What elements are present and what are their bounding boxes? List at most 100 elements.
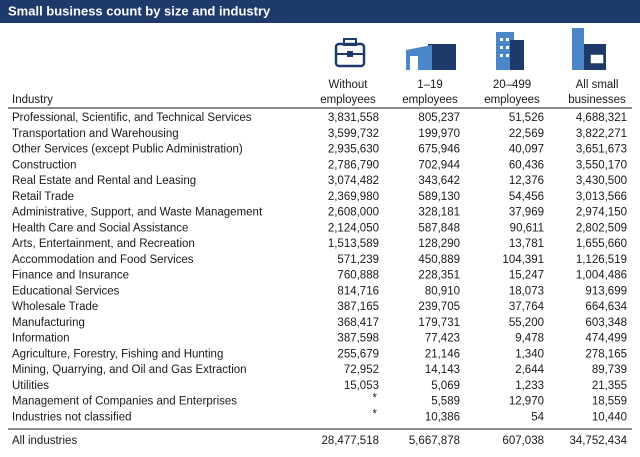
cell: 51,526 [509, 112, 544, 124]
cell: 2,644 [515, 364, 544, 376]
cell: 587,848 [418, 222, 460, 234]
cell: All industries [12, 435, 77, 447]
cell: 12,970 [509, 396, 544, 408]
cell: 3,599,732 [328, 128, 379, 140]
cell: Retail Trade [12, 191, 74, 203]
cell: 55,200 [509, 317, 544, 329]
column-header: Industry [12, 94, 53, 106]
cell: 54 [531, 411, 544, 423]
column-header: employees [402, 94, 458, 106]
cell: Educational Services [12, 285, 120, 297]
cell: 10,440 [592, 411, 627, 423]
cell: 37,764 [509, 301, 545, 313]
cell: 179,731 [418, 317, 460, 329]
cell: 2,974,150 [576, 207, 627, 219]
title: Small business count by size and industr… [8, 3, 271, 18]
cell: Industries not classified [12, 411, 132, 423]
cell: 54,456 [509, 191, 544, 203]
cell: 328,181 [418, 207, 460, 219]
cell: 128,290 [418, 238, 460, 250]
cell: 387,598 [337, 333, 379, 345]
cell: 5,589 [431, 396, 460, 408]
cell: * [373, 408, 378, 420]
cell: 14,143 [425, 364, 460, 376]
cell: 913,699 [585, 285, 627, 297]
cell: 278,165 [585, 348, 627, 360]
cell: 1,233 [515, 380, 544, 392]
cell: Manufacturing [12, 317, 85, 329]
icon-briefcase [334, 38, 366, 68]
cell: 2,124,050 [328, 222, 379, 234]
cell: Transportation and Warehousing [12, 128, 179, 140]
cell: 104,391 [502, 254, 544, 266]
column-header: employees [320, 94, 376, 106]
cell: 368,417 [337, 317, 379, 329]
cell: 474,499 [585, 333, 627, 345]
icon-shop [406, 44, 456, 70]
cell: 607,038 [502, 435, 544, 447]
cell: 28,477,518 [321, 435, 379, 447]
cell: 13,781 [509, 238, 544, 250]
column-header: 1–19 [417, 79, 443, 91]
cell: 60,436 [509, 159, 544, 171]
cell: 1,513,589 [328, 238, 379, 250]
cell: Arts, Entertainment, and Recreation [12, 238, 195, 250]
cell: 21,146 [425, 348, 460, 360]
cell: Professional, Scientific, and Technical … [12, 112, 252, 124]
cell: 3,430,500 [576, 175, 627, 187]
cell: 15,247 [509, 270, 544, 282]
cell: 3,550,170 [576, 159, 627, 171]
cell: Agriculture, Forestry, Fishing and Hunti… [12, 348, 223, 360]
cell: 199,970 [418, 128, 460, 140]
column-header: businesses [568, 94, 626, 106]
cell: 10,386 [425, 411, 460, 423]
cell: 12,376 [509, 175, 544, 187]
cell: 90,611 [510, 222, 544, 234]
cell: 5,667,878 [409, 435, 460, 447]
cell: 34,752,434 [569, 435, 627, 447]
cell: 2,786,790 [328, 159, 379, 171]
cell: Wholesale Trade [12, 301, 98, 313]
cell: 228,351 [418, 270, 460, 282]
column-header: employees [484, 94, 540, 106]
cell: 2,608,000 [328, 207, 379, 219]
cell: 4,688,321 [576, 112, 627, 124]
cell: 603,348 [585, 317, 627, 329]
cell: 702,944 [418, 159, 460, 171]
icon-all [572, 28, 606, 70]
cell: 3,013,566 [576, 191, 627, 203]
cell: 1,126,519 [576, 254, 627, 266]
cell: 37,969 [509, 207, 544, 219]
cell: Information [12, 333, 70, 345]
cell: 3,074,482 [328, 175, 379, 187]
cell: 3,831,558 [328, 112, 379, 124]
cell: 2,802,509 [576, 222, 627, 234]
cell: Construction [12, 159, 77, 171]
cell: 805,237 [418, 112, 460, 124]
cell: 1,655,660 [576, 238, 627, 250]
cell: 89,739 [592, 364, 627, 376]
column-header: 20–499 [493, 79, 531, 91]
cell: 18,559 [592, 396, 627, 408]
cell: 571,239 [337, 254, 379, 266]
cell: 450,889 [418, 254, 460, 266]
cell: 15,053 [344, 380, 379, 392]
cell: 675,946 [418, 144, 460, 156]
cell: Finance and Insurance [12, 270, 129, 282]
cell: 1,004,486 [576, 270, 627, 282]
cell: Other Services (except Public Administra… [12, 144, 243, 156]
cell: 760,888 [337, 270, 379, 282]
title-bar [0, 0, 640, 23]
cell: 1,340 [515, 348, 544, 360]
cell: 18,073 [509, 285, 544, 297]
column-header: Without [329, 79, 369, 91]
cell: 239,705 [418, 301, 460, 313]
cell: Accommodation and Food Services [12, 254, 194, 266]
cell: 589,130 [418, 191, 460, 203]
cell: Mining, Quarrying, and Oil and Gas Extra… [12, 364, 247, 376]
cell: 9,478 [515, 333, 544, 345]
cell: Health Care and Social Assistance [12, 222, 188, 234]
cell: 3,822,271 [576, 128, 627, 140]
cell: 22,569 [509, 128, 544, 140]
